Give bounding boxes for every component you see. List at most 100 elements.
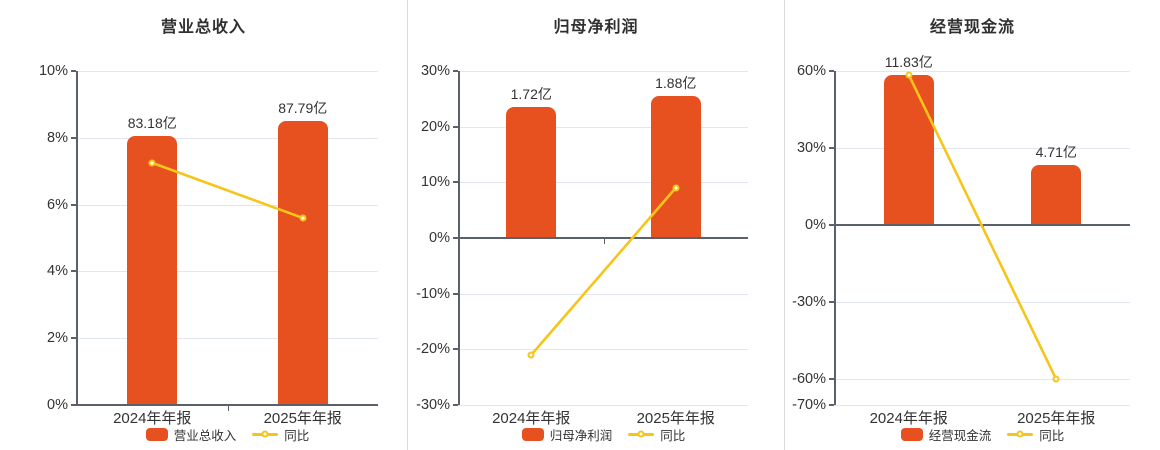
y-axis-tick	[829, 224, 834, 227]
x-category-label: 2025年年报	[636, 410, 715, 427]
chart-legend: 经营现金流 同比	[835, 425, 1130, 443]
bar-value-label: 1.88亿	[655, 75, 697, 92]
legend-item-line-series[interactable]: 同比	[252, 425, 309, 444]
legend-label: 同比	[1039, 428, 1065, 443]
x-axis-labels: 2024年年报 2025年年报	[835, 407, 1130, 427]
plot-area: 60% 30% 0% -30% -60% -70% 11.83亿 4.71亿 2024年年报 20…	[792, 0, 1130, 450]
y-axis-tick	[453, 125, 458, 128]
y-axis-tick	[829, 378, 834, 381]
gridline	[459, 182, 748, 184]
y-axis-line	[76, 71, 78, 405]
bar	[277, 121, 328, 405]
gridline	[835, 148, 1130, 150]
y-axis-tick	[453, 292, 458, 295]
legend-label: 同比	[284, 428, 310, 443]
y-axis-label: -60%	[792, 371, 826, 388]
x-axis-line	[458, 237, 748, 239]
bar	[883, 74, 934, 226]
y-axis-tick	[71, 203, 76, 206]
x-axis-tick	[603, 239, 605, 244]
gridline	[459, 405, 748, 406]
line-marker	[1052, 375, 1060, 383]
y-axis-label: 0%	[47, 397, 68, 413]
y-axis-label: 30%	[420, 63, 450, 79]
line-series-dot-icon	[637, 430, 645, 438]
y-axis-tick	[829, 301, 834, 304]
bar-value-label: 4.71亿	[1035, 143, 1077, 160]
x-axis-line	[76, 404, 378, 406]
gridline	[77, 71, 378, 72]
gridline	[835, 405, 1130, 406]
x-axis-tick	[227, 406, 229, 411]
gridline	[77, 137, 378, 139]
plot-area: 30% 20% 10% 0% -10% -20% -30% 1.72亿 1.88亿 2024年年报…	[416, 0, 748, 450]
line-series-marker-icon	[252, 428, 279, 440]
chart-legend: 营业总收入 同比	[77, 425, 378, 443]
y-axis-tick	[829, 404, 834, 406]
y-axis-tick	[71, 136, 76, 139]
gridline	[459, 293, 748, 295]
bar	[127, 136, 178, 405]
y-axis-tick	[71, 337, 76, 340]
legend-label: 归母净利润	[549, 428, 613, 443]
gridline	[77, 338, 378, 340]
line-marker	[905, 71, 913, 79]
gridline	[459, 71, 748, 72]
x-category-label: 2024年年报	[113, 410, 192, 427]
chart-title: 经营现金流	[929, 19, 1015, 36]
line-marker	[148, 159, 156, 167]
y-axis-label: -30%	[792, 294, 826, 311]
gridline	[835, 379, 1130, 381]
legend-item-line-series[interactable]: 同比	[1007, 425, 1064, 444]
x-axis-labels: 2024年年报 2025年年报	[459, 407, 748, 427]
chart-legend: 归母净利润 同比	[459, 425, 748, 443]
chart-panel-cash-flow: 经营现金流 60% 30% 0% -30% -60% -70% 11.83亿 4.71亿 202…	[785, 0, 1160, 450]
y-axis-tick	[453, 181, 458, 184]
y-axis-tick	[71, 70, 76, 72]
x-axis-labels: 2024年年报 2025年年报	[77, 407, 378, 427]
gridline	[459, 349, 748, 351]
trend-line	[835, 71, 1130, 405]
y-axis-label: -70%	[792, 397, 826, 413]
line-marker	[672, 184, 680, 192]
y-axis-label: 30%	[796, 140, 826, 157]
x-category-label: 2024年年报	[492, 410, 571, 427]
gridline	[835, 302, 1130, 304]
gridline	[77, 204, 378, 206]
y-axis-label: 20%	[420, 118, 450, 135]
y-axis-line	[834, 71, 836, 405]
legend-label: 经营现金流	[928, 428, 992, 443]
line-series-marker-icon	[1007, 428, 1034, 440]
chart-title: 归母净利润	[553, 19, 639, 36]
y-axis-label: 8%	[47, 129, 68, 146]
y-axis-tick	[829, 70, 834, 72]
bar-value-label: 87.79亿	[278, 100, 328, 117]
chart-title: 营业总收入	[160, 19, 246, 36]
y-axis-tick	[829, 147, 834, 150]
legend-label: 营业总收入	[173, 428, 237, 443]
bar	[506, 107, 557, 238]
plot-grid: 30% 20% 10% 0% -10% -20% -30% 1.72亿 1.88亿	[416, 63, 748, 413]
gridline	[459, 126, 748, 128]
y-axis-label: 6%	[47, 196, 68, 213]
y-axis-label: 4%	[47, 263, 68, 280]
chart-panel-revenue: 营业总收入 10% 8% 6% 4% 2% 0% 83.18亿 87.79亿 2024年年报 20…	[0, 0, 408, 450]
bar	[1031, 164, 1082, 226]
plot-area: 10% 8% 6% 4% 2% 0% 83.18亿 87.79亿 2024年年报 2025年年报营…	[39, 0, 378, 450]
legend-item-bar-series[interactable]: 经营现金流	[900, 425, 992, 444]
bar-series-swatch-icon	[145, 427, 168, 441]
trend-line	[77, 71, 378, 405]
y-axis-label: -30%	[416, 397, 450, 413]
bar-value-label: 83.18亿	[127, 115, 177, 132]
legend-item-line-series[interactable]: 同比	[628, 425, 685, 444]
line-marker	[299, 214, 307, 222]
legend-item-bar-series[interactable]: 归母净利润	[521, 425, 613, 444]
y-axis-label: 0%	[429, 230, 450, 246]
line-series-dot-icon	[261, 430, 269, 438]
x-category-label: 2025年年报	[1017, 410, 1096, 427]
legend-item-bar-series[interactable]: 营业总收入	[145, 425, 237, 444]
y-axis-label: 0%	[805, 217, 826, 234]
line-marker	[527, 351, 535, 359]
y-axis-label: -20%	[416, 341, 450, 358]
